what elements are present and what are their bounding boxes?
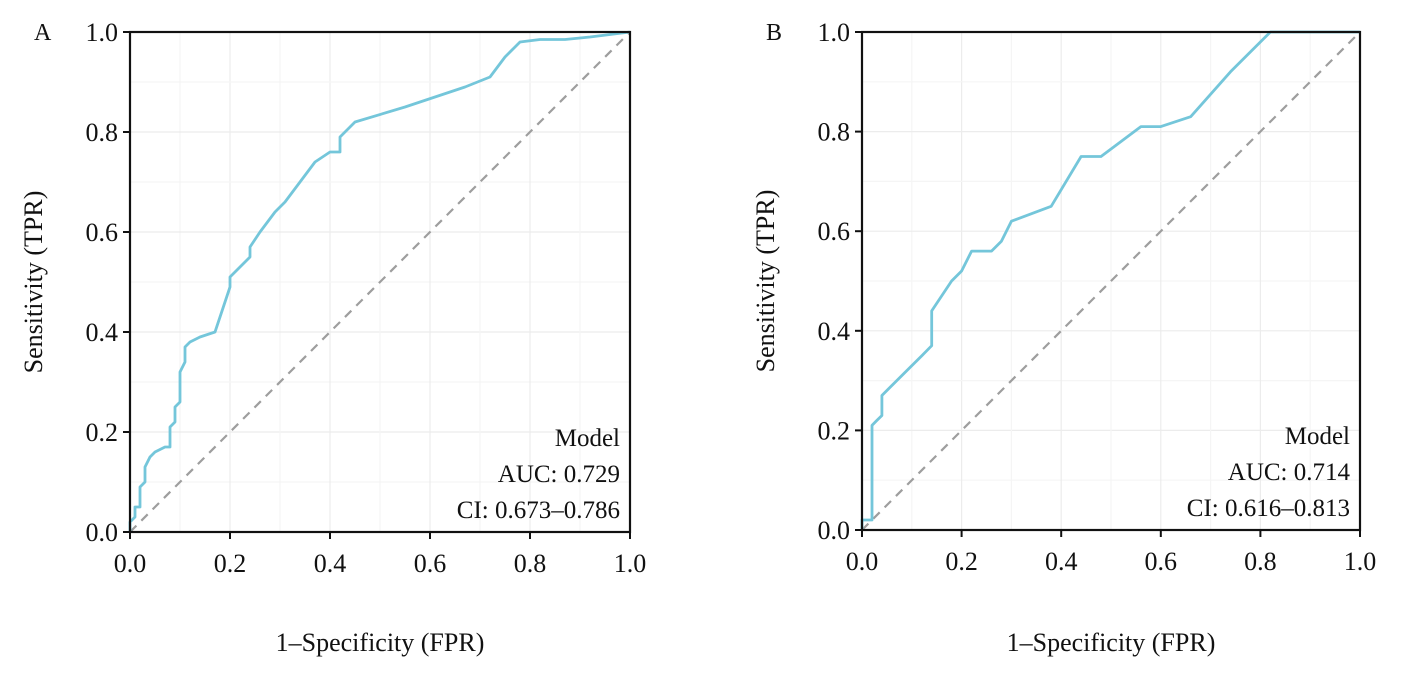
y-axis-title: Sensitivity (TPR) — [19, 191, 48, 374]
reference-diagonal — [861, 31, 1361, 531]
y-tick-label: 1.0 — [818, 18, 851, 47]
roc-panel-b: 0.0 0.2 0.4 0.6 0.8 1.0 0.0 0.2 0.4 0.6 0.8 1.0 1–Sp… — [751, 18, 1376, 657]
legend: Model AUC: 0.729 CI: 0.673–0.786 — [457, 425, 620, 524]
x-axis-title: 1–Specificity (FPR) — [1007, 628, 1216, 657]
x-tick-label: 0.6 — [414, 549, 447, 578]
legend-title: Model — [555, 425, 620, 452]
x-axis-title: 1–Specificity (FPR) — [276, 628, 485, 657]
x-tick-label: 0.4 — [314, 549, 347, 578]
plot-frame — [860, 30, 1362, 532]
panel-label: B — [766, 20, 782, 46]
x-tick-label: 1.0 — [1344, 547, 1377, 576]
reference-diagonal — [129, 31, 631, 533]
legend-ci: CI: 0.616–0.813 — [1187, 495, 1350, 522]
x-tick-label: 0.6 — [1145, 547, 1178, 576]
y-tick-label: 0.8 — [818, 118, 851, 147]
x-tick-label: 0.4 — [1045, 547, 1078, 576]
x-tick-label: 0.8 — [514, 549, 547, 578]
x-tick-label: 0.8 — [1244, 547, 1277, 576]
y-tick-label: 0.8 — [86, 118, 119, 147]
y-tick-label: 0.6 — [818, 217, 851, 246]
x-tick-label: 0.2 — [214, 549, 247, 578]
legend-auc: AUC: 0.729 — [498, 461, 620, 488]
y-tick-label: 0.6 — [86, 218, 119, 247]
roc-panel-a: 0.0 0.2 0.4 0.6 0.8 1.0 0.0 0.2 0.4 0.6 0.8 1.0 1–Sp… — [19, 18, 646, 657]
y-tick-label: 1.0 — [86, 18, 119, 47]
x-tick-label: 0.2 — [945, 547, 978, 576]
y-tick-label: 0.4 — [86, 318, 119, 347]
x-tick-label: 1.0 — [614, 549, 647, 578]
y-tick-label: 0.2 — [818, 416, 851, 445]
legend-auc: AUC: 0.714 — [1228, 459, 1351, 486]
legend-ci: CI: 0.673–0.786 — [457, 497, 620, 524]
y-axis-title: Sensitivity (TPR) — [751, 190, 780, 373]
x-tick-label: 0.0 — [114, 549, 147, 578]
legend-title: Model — [1285, 423, 1350, 450]
x-tick-label: 0.0 — [846, 547, 879, 576]
plot-frame — [128, 30, 632, 534]
roc-curve — [128, 30, 631, 532]
y-tick-label: 0.4 — [818, 317, 851, 346]
y-tick-label: 0.0 — [86, 518, 119, 547]
panel-label: A — [34, 20, 52, 46]
y-tick-label: 0.0 — [818, 516, 851, 545]
roc-curve — [860, 30, 1360, 530]
y-tick-label: 0.2 — [86, 418, 119, 447]
legend: Model AUC: 0.714 CI: 0.616–0.813 — [1187, 423, 1351, 522]
